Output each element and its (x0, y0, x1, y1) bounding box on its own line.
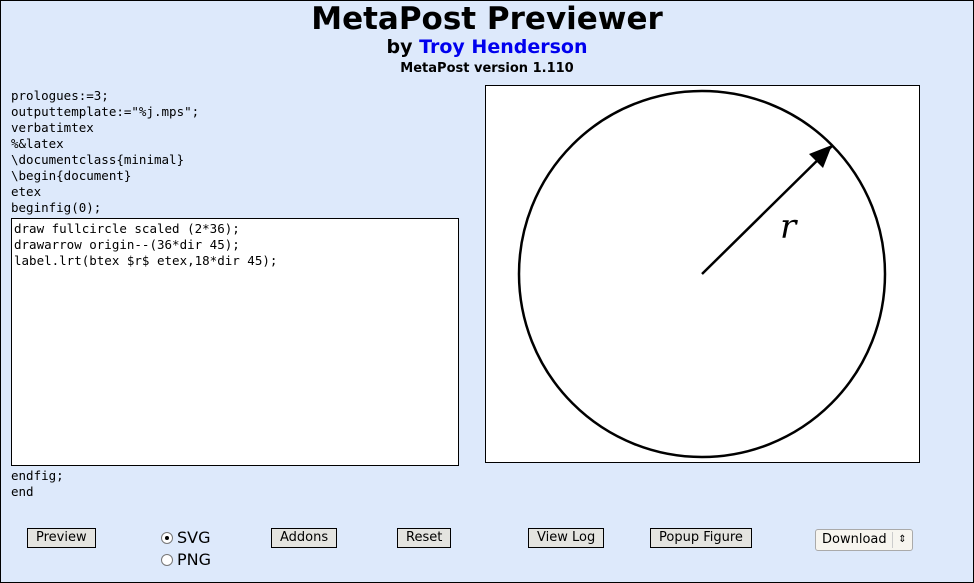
figure-svg: r (517, 89, 887, 459)
figure-arrow (701, 145, 833, 275)
figure-preview: r (485, 85, 920, 463)
download-select[interactable]: Download ⇕ (815, 529, 913, 551)
arrowhead-icon (809, 145, 832, 168)
version-label: MetaPost version 1.110 (400, 61, 574, 76)
preview-button[interactable]: Preview (27, 528, 96, 548)
radio-unchecked-icon[interactable] (161, 553, 173, 566)
radio-label: PNG (177, 550, 212, 569)
radio-checked-icon[interactable] (161, 531, 173, 544)
figure-label: r (780, 207, 798, 247)
code-postamble: endfig; end (11, 468, 64, 499)
reset-button[interactable]: Reset (397, 528, 452, 548)
format-radio-png[interactable]: PNG (161, 550, 211, 569)
popup-figure-button[interactable]: Popup Figure (650, 528, 752, 548)
code-preamble: prologues:=3; outputtemplate:="%j.mps"; … (11, 88, 200, 215)
download-select-value: Download (822, 532, 887, 547)
radio-label: SVG (177, 528, 211, 547)
byline-prefix: by (386, 36, 413, 58)
addons-button[interactable]: Addons (271, 528, 338, 548)
view-log-button[interactable]: View Log (528, 528, 605, 548)
select-arrows-icon: ⇕ (892, 532, 912, 548)
figure-circle (517, 89, 887, 459)
page-title: MetaPost Previewer (311, 1, 663, 37)
code-editor[interactable]: draw fullcircle scaled (2*36); drawarrow… (11, 218, 459, 466)
byline: by Troy Henderson (0, 36, 974, 58)
format-radio-svg[interactable]: SVG (161, 528, 211, 547)
author-link[interactable]: Troy Henderson (419, 36, 588, 58)
